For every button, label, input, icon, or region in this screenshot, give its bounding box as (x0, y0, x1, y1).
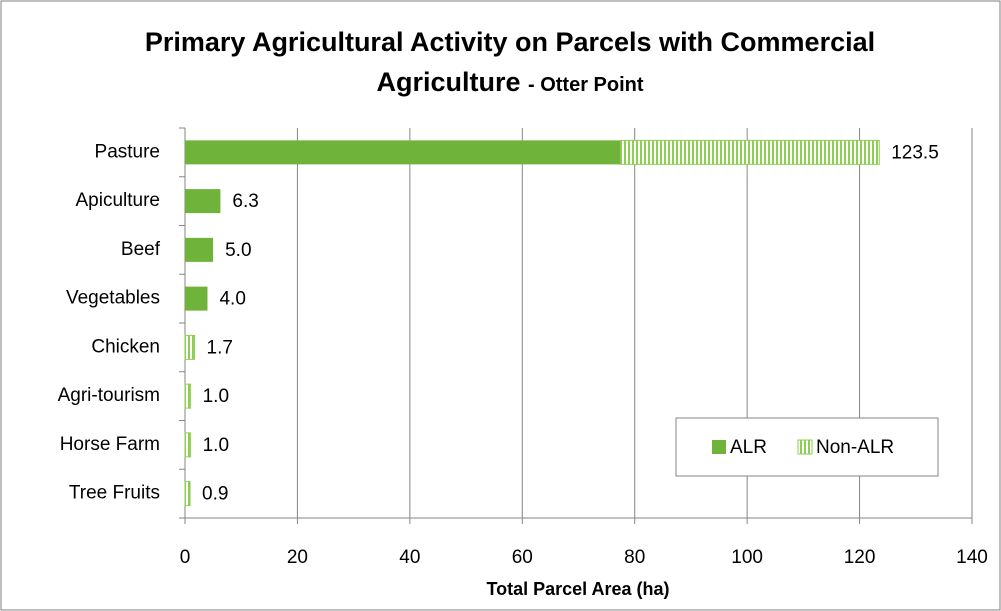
x-tick-label: 80 (624, 547, 645, 568)
y-tick-label: Vegetables (66, 288, 160, 309)
x-axis-label: Total Parcel Area (ha) (486, 579, 669, 599)
legend-swatch (712, 440, 726, 454)
y-tick-label: Horse Farm (60, 434, 160, 455)
legend-label: ALR (730, 437, 767, 458)
data-label: 1.7 (207, 337, 233, 358)
data-label: 1.0 (203, 435, 229, 456)
x-tick-label: 20 (287, 547, 308, 568)
y-tick-label: Apiculture (76, 190, 161, 211)
data-label: 1.0 (203, 386, 229, 407)
bar-segment (184, 334, 196, 360)
bar-segment (185, 140, 621, 165)
legend-swatch (797, 439, 813, 455)
bar-segment (185, 286, 208, 311)
chart-subtitle: - Otter Point (528, 74, 644, 96)
x-tick-label: 100 (731, 547, 763, 568)
data-label: 6.3 (232, 191, 258, 212)
x-tick-label: 40 (399, 547, 420, 568)
y-tick-label: Beef (121, 239, 161, 260)
x-tick-label: 60 (512, 547, 533, 568)
bar-segment (184, 383, 192, 409)
bar-segment (184, 481, 191, 507)
x-tick-label: 120 (844, 547, 876, 568)
data-label: 4.0 (219, 289, 245, 310)
bar-segment (185, 189, 221, 214)
y-tick-label: Tree Fruits (69, 483, 160, 504)
chart-title-block: Primary Agricultural Activity on Parcels… (140, 22, 880, 105)
legend-label: Non-ALR (816, 437, 894, 458)
x-tick-label: 140 (956, 547, 988, 568)
data-label: 0.9 (202, 484, 228, 505)
y-tick-label: Agri-tourism (58, 385, 160, 406)
y-tick-label: Pasture (95, 141, 160, 162)
x-tick-label: 0 (180, 547, 191, 568)
bar-segment (184, 432, 192, 458)
bar-segment (185, 237, 214, 262)
data-label: 123.5 (891, 142, 939, 163)
bar-segment (620, 139, 880, 165)
chart-title: Primary Agricultural Activity on Parcels… (144, 27, 876, 97)
data-label: 5.0 (225, 240, 251, 261)
y-tick-label: Chicken (91, 336, 160, 357)
